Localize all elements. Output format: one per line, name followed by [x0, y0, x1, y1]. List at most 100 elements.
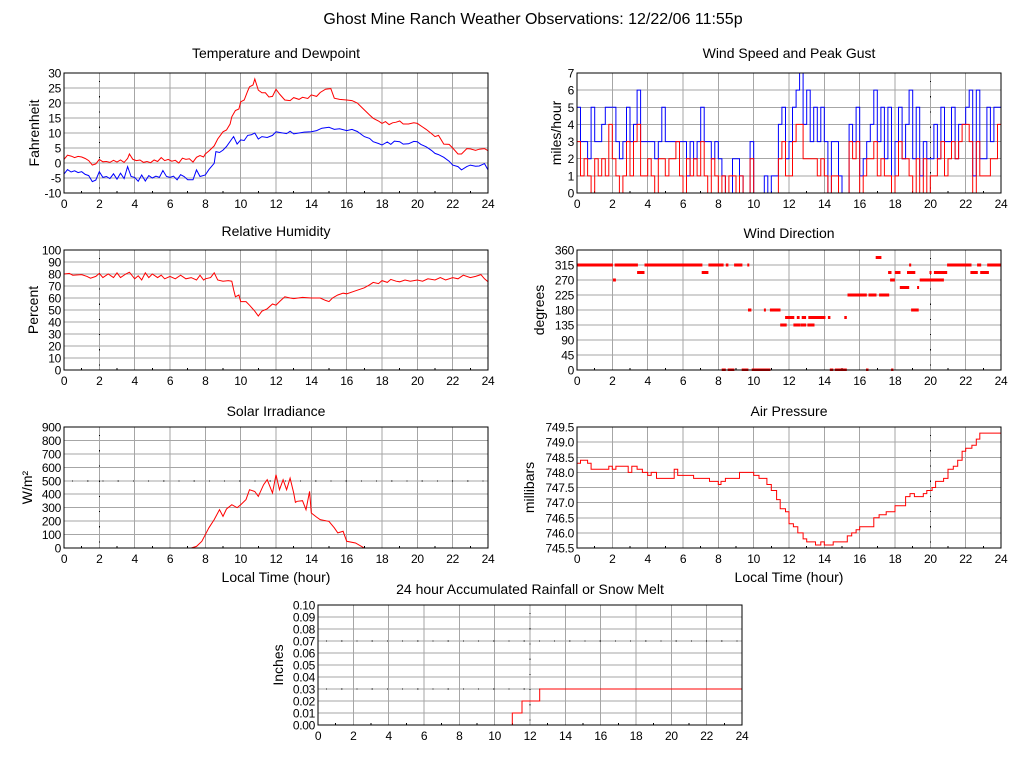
x-tick-label: 6 [680, 374, 687, 388]
x-tick-label: 18 [376, 552, 389, 566]
y-tick-label: 3 [568, 135, 575, 149]
x-tick-label: 8 [715, 374, 722, 388]
chart-temp-dewpoint: 0 2 4 6 8 10 12 14 16 18 20 22 24-10-5051015202530Te… [26, 45, 495, 211]
wind-direction-mark [800, 323, 807, 327]
x-tick-label: 20 [924, 552, 937, 566]
series-solar-irradiance-line [64, 474, 488, 549]
x-tick-label: 0 [315, 729, 322, 743]
page-title: Ghost Mine Ranch Weather Observations: 1… [323, 11, 742, 28]
y-tick-label: 700 [42, 447, 62, 461]
x-tick-label: 14 [818, 374, 831, 388]
x-tick-label: 8 [715, 197, 722, 211]
wind-direction-mark [868, 293, 877, 297]
x-tick-label: 4 [131, 374, 138, 388]
y-tick-label: 746.5 [545, 511, 574, 525]
y-tick-label: 600 [42, 461, 62, 475]
y-tick-label: 5 [568, 101, 575, 115]
y-tick-label: 0.10 [293, 599, 316, 613]
x-tick-label: 16 [853, 374, 866, 388]
chart-title: Air Pressure [750, 403, 827, 419]
x-tick-label: 10 [747, 197, 760, 211]
wind-direction-mark [844, 316, 847, 319]
y-tick-label: 300 [42, 501, 62, 515]
chart-humidity: 0 2 4 6 8 10 12 14 16 18 20 22 240102030405060708090… [25, 223, 495, 388]
plot-frame [63, 72, 489, 194]
y-tick-label: 0 [55, 542, 62, 556]
x-tick-label: 22 [700, 729, 713, 743]
x-tick-label: 24 [995, 552, 1008, 566]
y-tick-label: 748.5 [545, 451, 574, 465]
x-tick-label: 24 [995, 197, 1008, 211]
wind-direction-mark [980, 271, 989, 274]
y-tick-label: 20 [48, 340, 61, 354]
x-tick-label: 10 [234, 374, 247, 388]
wind-direction-mark [970, 271, 978, 274]
y-tick-label: 4 [568, 118, 575, 132]
wind-direction-mark [644, 263, 703, 267]
y-tick-label: 800 [42, 434, 62, 448]
y-tick-label: 180 [555, 304, 575, 318]
x-tick-label: 8 [202, 374, 209, 388]
x-tick-label: 0 [574, 374, 581, 388]
y-tick-label: 10 [48, 352, 61, 366]
wind-direction-mark [894, 271, 901, 274]
plot-frame [63, 249, 489, 371]
x-tick-label: 6 [680, 197, 687, 211]
y-tick-label: 6 [568, 84, 575, 98]
x-tick-label: 10 [234, 552, 247, 566]
series-group [64, 474, 488, 549]
wind-direction-mark [612, 278, 616, 282]
y-axis-label: Percent [25, 286, 41, 334]
y-tick-label: 15 [48, 112, 61, 126]
chart-pressure: 0 2 4 6 8 10 12 14 16 18 20 22 24745.5746.0746.5747.… [521, 403, 1008, 585]
x-tick-label: 2 [96, 552, 103, 566]
x-tick-label: 18 [889, 374, 902, 388]
y-tick-label: 30 [48, 328, 61, 342]
wind-direction-mark [977, 263, 982, 267]
x-tick-label: 6 [167, 197, 174, 211]
y-tick-label: 2 [568, 152, 575, 166]
wind-direction-mark [987, 263, 1001, 267]
y-tick-label: 745.5 [545, 542, 574, 556]
series-group [318, 688, 742, 726]
wind-direction-mark [796, 316, 800, 319]
x-axis-label: Local Time (hour) [735, 569, 844, 585]
chart-rain: 0 2 4 6 8 10 12 14 16 18 20 22 240.000.010.020.030.0… [270, 581, 749, 743]
wind-direction-mark [637, 271, 645, 274]
plot-frame [576, 426, 1002, 549]
x-tick-label: 8 [456, 729, 463, 743]
x-tick-label: 14 [559, 729, 572, 743]
wind-direction-mark [763, 308, 766, 312]
chart-title: 24 hour Accumulated Rainfall or Snow Mel… [396, 581, 664, 597]
x-tick-label: 12 [270, 374, 283, 388]
wind-direction-mark [888, 271, 892, 274]
y-tick-label: 90 [48, 256, 61, 270]
y-tick-label: 40 [48, 316, 61, 330]
x-tick-label: 4 [131, 552, 138, 566]
x-tick-label: 0 [574, 552, 581, 566]
x-tick-label: 16 [340, 374, 353, 388]
wind-direction-mark [875, 256, 882, 259]
wind-direction-mark [890, 278, 895, 282]
wind-direction-mark [734, 263, 743, 267]
x-tick-label: 16 [340, 197, 353, 211]
chart-title: Temperature and Dewpoint [192, 45, 360, 61]
plot-frame [576, 72, 1002, 194]
x-tick-label: 10 [747, 374, 760, 388]
x-tick-label: 0 [574, 197, 581, 211]
chart-title: Wind Direction [743, 225, 834, 241]
y-tick-label: 315 [555, 259, 575, 273]
y-axis-label: degrees [531, 285, 547, 336]
x-tick-label: 6 [167, 552, 174, 566]
wind-direction-mark [748, 308, 752, 312]
plot-frame [576, 249, 1002, 371]
wind-direction-mark [919, 278, 944, 282]
x-tick-label: 24 [482, 197, 495, 211]
x-tick-label: 0 [61, 374, 68, 388]
wind-direction-mark [785, 316, 795, 319]
y-tick-label: 746.0 [545, 526, 574, 540]
x-tick-label: 4 [131, 197, 138, 211]
x-tick-label: 22 [446, 374, 459, 388]
